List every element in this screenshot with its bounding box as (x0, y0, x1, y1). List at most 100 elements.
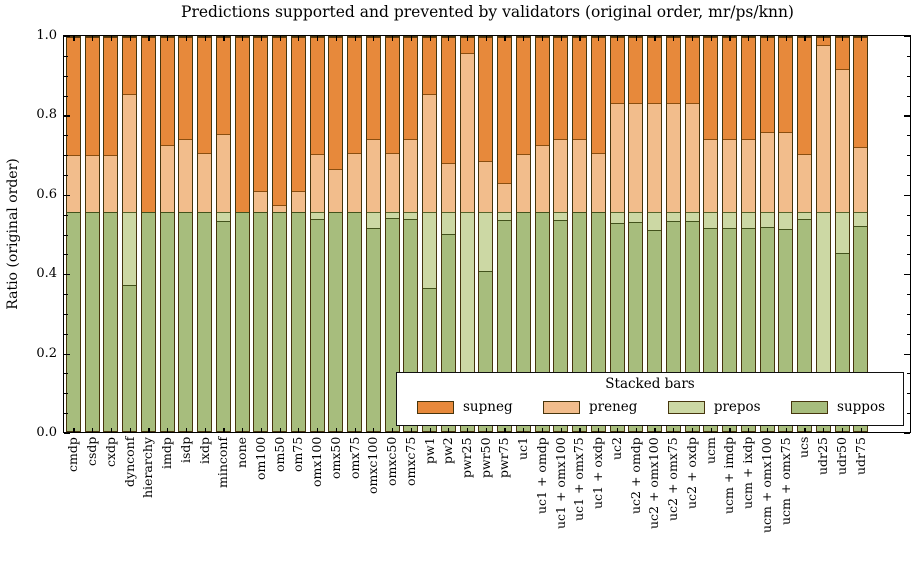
bar-segment-supneg (835, 37, 849, 69)
bar-segment-prepos (704, 212, 718, 229)
tick-mark (904, 353, 910, 355)
legend-label-suppos: suppos (837, 399, 885, 415)
bar-segment-preneg (648, 103, 662, 213)
tick-mark (598, 427, 600, 432)
chart-title: Predictions supported and prevented by v… (181, 3, 794, 21)
bar-segment-suppos (348, 212, 362, 431)
x-tick-label-uc2: uc2 (608, 437, 624, 461)
legend-swatch-prepos (667, 400, 705, 414)
bar-segment-prepos (685, 212, 699, 222)
tick-mark (92, 36, 94, 41)
x-tick-label-hierarchy: hierarchy (140, 437, 156, 498)
tick-mark (906, 373, 910, 375)
bar-segment-supneg (479, 37, 493, 162)
bar-omxc50 (384, 36, 400, 432)
bar-segment-supneg (216, 37, 230, 134)
bar-segment-prepos (310, 212, 324, 220)
tick-mark (904, 433, 910, 435)
tick-mark (410, 427, 412, 432)
bar-segment-supneg (85, 37, 99, 156)
bar-segment-supneg (798, 37, 812, 154)
tick-mark (635, 427, 637, 432)
x-tick-label-ucm + imdp: ucm + imdp (721, 437, 737, 515)
bar-segment-prepos (760, 212, 774, 227)
bar-segment-preneg (423, 94, 437, 213)
x-tick-label-csdp: csdp (84, 437, 100, 467)
bar-segment-preneg (554, 139, 568, 213)
x-tick-label-uc1: uc1 (515, 437, 531, 461)
bar-om50 (272, 36, 288, 432)
bar-segment-preneg (385, 152, 399, 213)
bar-segment-supneg (423, 37, 437, 95)
x-tick-label-ucm + omx75: ucm + omx75 (777, 437, 793, 525)
bar-segment-supneg (741, 37, 755, 140)
tick-mark (64, 95, 68, 97)
bar-segment-supneg (685, 37, 699, 104)
x-tick-label-ucs: ucs (796, 437, 812, 459)
bar-segment-supneg (554, 37, 568, 140)
tick-mark (223, 427, 225, 432)
bar-segment-preneg (704, 139, 718, 213)
tick-mark (906, 55, 910, 57)
bar-slot (252, 36, 271, 432)
tick-mark (904, 115, 910, 117)
tick-mark (710, 427, 712, 432)
legend-entry-supneg: supneg (417, 399, 513, 415)
tick-mark (691, 36, 694, 41)
tick-mark (64, 36, 70, 38)
bar-segment-preneg (441, 163, 455, 213)
tick-mark (204, 36, 206, 41)
tick-mark (64, 135, 68, 137)
x-tick-label-pwr25: pwr25 (459, 437, 474, 478)
tick-mark (64, 254, 68, 256)
tick-mark (904, 194, 910, 197)
bar-segment-supneg (610, 37, 624, 104)
x-tick-label-ixdp: ixdp (196, 437, 212, 465)
bar-dynconf (122, 36, 138, 432)
bar-segment-prepos (816, 212, 830, 392)
bar-segment-prepos (835, 212, 849, 253)
tick-mark (766, 427, 769, 432)
bar-slot (308, 36, 327, 432)
tick-mark (448, 36, 450, 41)
tick-mark (785, 36, 787, 41)
tick-mark (64, 433, 70, 435)
bar-segment-prepos (779, 212, 793, 229)
bar-segment-suppos (198, 212, 212, 431)
tick-mark (504, 427, 506, 432)
bar-segment-preneg (310, 154, 324, 213)
bar-segment-preneg (198, 153, 212, 213)
bar-slot (233, 36, 252, 432)
tick-mark (841, 427, 844, 432)
tick-mark (167, 36, 169, 41)
tick-mark (785, 427, 787, 432)
bar-segment-supneg (348, 37, 362, 154)
legend: Stacked bars supneg preneg prepos suppos (396, 372, 904, 426)
tick-mark (860, 36, 862, 41)
bar-segment-preneg (573, 139, 587, 213)
tick-mark (906, 393, 910, 395)
bar-omxc100 (365, 36, 381, 432)
bar-segment-preneg (854, 146, 868, 213)
legend-entry-prepos: prepos (667, 399, 761, 415)
bar-minconf (215, 36, 231, 432)
bar-slot (683, 36, 702, 432)
tick-mark (748, 36, 750, 41)
tick-mark (64, 333, 68, 335)
tick-mark (64, 274, 70, 276)
bar-segment-preneg (216, 133, 230, 213)
bar-segment-prepos (423, 212, 437, 288)
tick-mark (635, 36, 637, 41)
tick-mark (64, 234, 68, 236)
bar-slot (195, 36, 214, 432)
bar-segment-prepos (666, 212, 680, 222)
legend-entry-suppos: suppos (791, 399, 885, 415)
tick-mark (64, 294, 68, 296)
bar-slot (83, 36, 102, 432)
bar-segment-supneg (760, 37, 774, 132)
x-tick-label-omx50: omx50 (327, 437, 343, 480)
tick-mark (64, 313, 68, 315)
bar-segment-supneg (273, 37, 287, 206)
bar-segment-suppos (235, 212, 249, 431)
bar-segment-preneg (329, 169, 343, 213)
